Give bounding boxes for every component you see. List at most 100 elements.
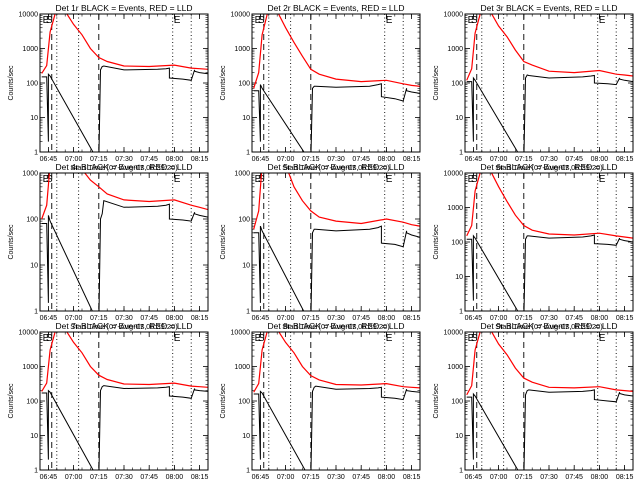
series-events-line: [41, 65, 208, 152]
plot-frame: [464, 13, 634, 153]
y-tick-label: 100: [451, 399, 463, 406]
x-tick-label: 08:15: [191, 156, 209, 163]
x-axis-label: Start Time (07-Aug-07 06:39:20): [495, 163, 603, 172]
y-tick-label: 1: [246, 150, 250, 157]
series-lld-line: [253, 173, 420, 230]
marker-annotation: E: [468, 174, 475, 185]
x-tick-label: 07:45: [565, 315, 583, 322]
y-tick-label: 10000: [444, 12, 464, 19]
plot-frame: [39, 13, 209, 153]
x-tick-label: 07:15: [302, 315, 320, 322]
series-lld-line: [41, 173, 208, 220]
x-tick-label: 07:30: [115, 315, 133, 322]
plot-title: Det 4r BLACK = Events, RED = LLD: [55, 162, 192, 172]
y-tick-label: 1: [34, 309, 38, 316]
plot-frame: [39, 172, 209, 312]
plot-title: Det 9r BLACK = Events, RED = LLD: [480, 321, 617, 331]
y-tick-label: 1: [246, 309, 250, 316]
marker-annotation: E: [255, 15, 262, 26]
series-lld-line: [466, 173, 633, 239]
marker-annotation: S: [471, 333, 478, 344]
series-events-line: [466, 74, 633, 152]
marker-annotation: E: [174, 333, 181, 344]
x-tick-label: 08:15: [403, 315, 421, 322]
x-tick-label: 08:15: [191, 315, 209, 322]
x-tick-label: 08:00: [166, 474, 184, 480]
plot-frame: [464, 331, 634, 471]
series-lld-line: [253, 14, 420, 89]
y-tick-label: 1: [459, 309, 463, 316]
marker-annotation: S: [471, 174, 478, 185]
marker-annotation: E: [174, 15, 181, 26]
y-tick-label: 10: [455, 115, 463, 122]
x-tick-label: 08:15: [616, 156, 634, 163]
series-events-line: [466, 389, 633, 470]
y-axis-label: Counts/sec: [8, 224, 15, 260]
y-axis-label: Counts/sec: [433, 65, 440, 101]
y-tick-label: 1: [459, 150, 463, 157]
x-tick-label: 07:00: [65, 315, 83, 322]
y-axis-label: Counts/sec: [220, 383, 227, 419]
marker-annotation: E: [386, 15, 393, 26]
y-tick-label: 100: [451, 240, 463, 247]
y-tick-label: 10000: [444, 330, 464, 337]
x-tick-label: 06:45: [40, 474, 58, 480]
x-tick-label: 07:45: [565, 156, 583, 163]
x-tick-label: 07:15: [515, 156, 533, 163]
y-tick-label: 1000: [447, 364, 463, 371]
x-tick-label: 08:00: [591, 156, 609, 163]
y-tick-label: 100: [26, 81, 38, 88]
x-tick-label: 07:30: [115, 156, 133, 163]
x-tick-label: 07:00: [490, 315, 508, 322]
y-tick-label: 1: [459, 468, 463, 475]
x-tick-label: 06:45: [40, 156, 58, 163]
series-events-line: [466, 234, 633, 311]
x-tick-label: 07:15: [515, 315, 533, 322]
x-axis-label: Start Time (07-Aug-07 06:39:20): [282, 322, 390, 331]
x-tick-label: 08:15: [191, 474, 209, 480]
y-tick-label: 10: [30, 263, 38, 270]
y-axis-label: Counts/sec: [8, 383, 15, 419]
x-tick-label: 07:15: [90, 156, 108, 163]
y-tick-label: 1: [34, 150, 38, 157]
y-tick-label: 1000: [22, 171, 38, 178]
detector-plot-9: Det 9r BLACK = Events, RED = LLD Counts/s…: [433, 321, 634, 480]
x-tick-label: 07:30: [540, 474, 558, 480]
x-tick-label: 07:15: [90, 474, 108, 480]
y-axis-label: Counts/sec: [220, 65, 227, 101]
marker-annotation: E: [468, 15, 475, 26]
y-axis-label: Counts/sec: [433, 383, 440, 419]
detector-plot-2: Det 2r BLACK = Events, RED = LLD Counts/s…: [220, 3, 421, 172]
marker-annotation: E: [43, 174, 50, 185]
x-tick-label: 06:45: [465, 474, 483, 480]
marker-annotation: E: [599, 333, 606, 344]
plot-title: Det 3r BLACK = Events, RED = LLD: [480, 3, 617, 13]
x-tick-label: 08:15: [403, 474, 421, 480]
y-tick-label: 1000: [234, 171, 250, 178]
y-tick-label: 10000: [19, 330, 39, 337]
x-tick-label: 07:00: [490, 156, 508, 163]
series-lld-line: [41, 14, 208, 74]
plot-frame: [464, 172, 634, 312]
x-tick-label: 06:45: [252, 474, 270, 480]
y-tick-label: 1: [34, 468, 38, 475]
x-tick-label: 07:00: [277, 315, 295, 322]
marker-annotation: E: [255, 333, 262, 344]
x-tick-label: 07:30: [327, 474, 345, 480]
x-tick-label: 06:45: [465, 156, 483, 163]
x-tick-label: 07:30: [540, 156, 558, 163]
x-tick-label: 08:00: [166, 315, 184, 322]
x-tick-label: 07:15: [302, 156, 320, 163]
detector-plot-5: Det 5r BLACK = Events, RED = LLD Counts/s…: [220, 162, 421, 331]
y-tick-label: 1000: [234, 364, 250, 371]
marker-annotation: S: [46, 15, 53, 26]
plot-title: Det 2r BLACK = Events, RED = LLD: [267, 3, 404, 13]
x-tick-label: 07:00: [277, 474, 295, 480]
x-tick-label: 06:45: [465, 315, 483, 322]
marker-annotation: S: [46, 174, 53, 185]
x-tick-label: 07:15: [90, 315, 108, 322]
y-tick-label: 1000: [22, 46, 38, 53]
marker-annotation: E: [386, 333, 393, 344]
x-tick-label: 07:30: [327, 315, 345, 322]
